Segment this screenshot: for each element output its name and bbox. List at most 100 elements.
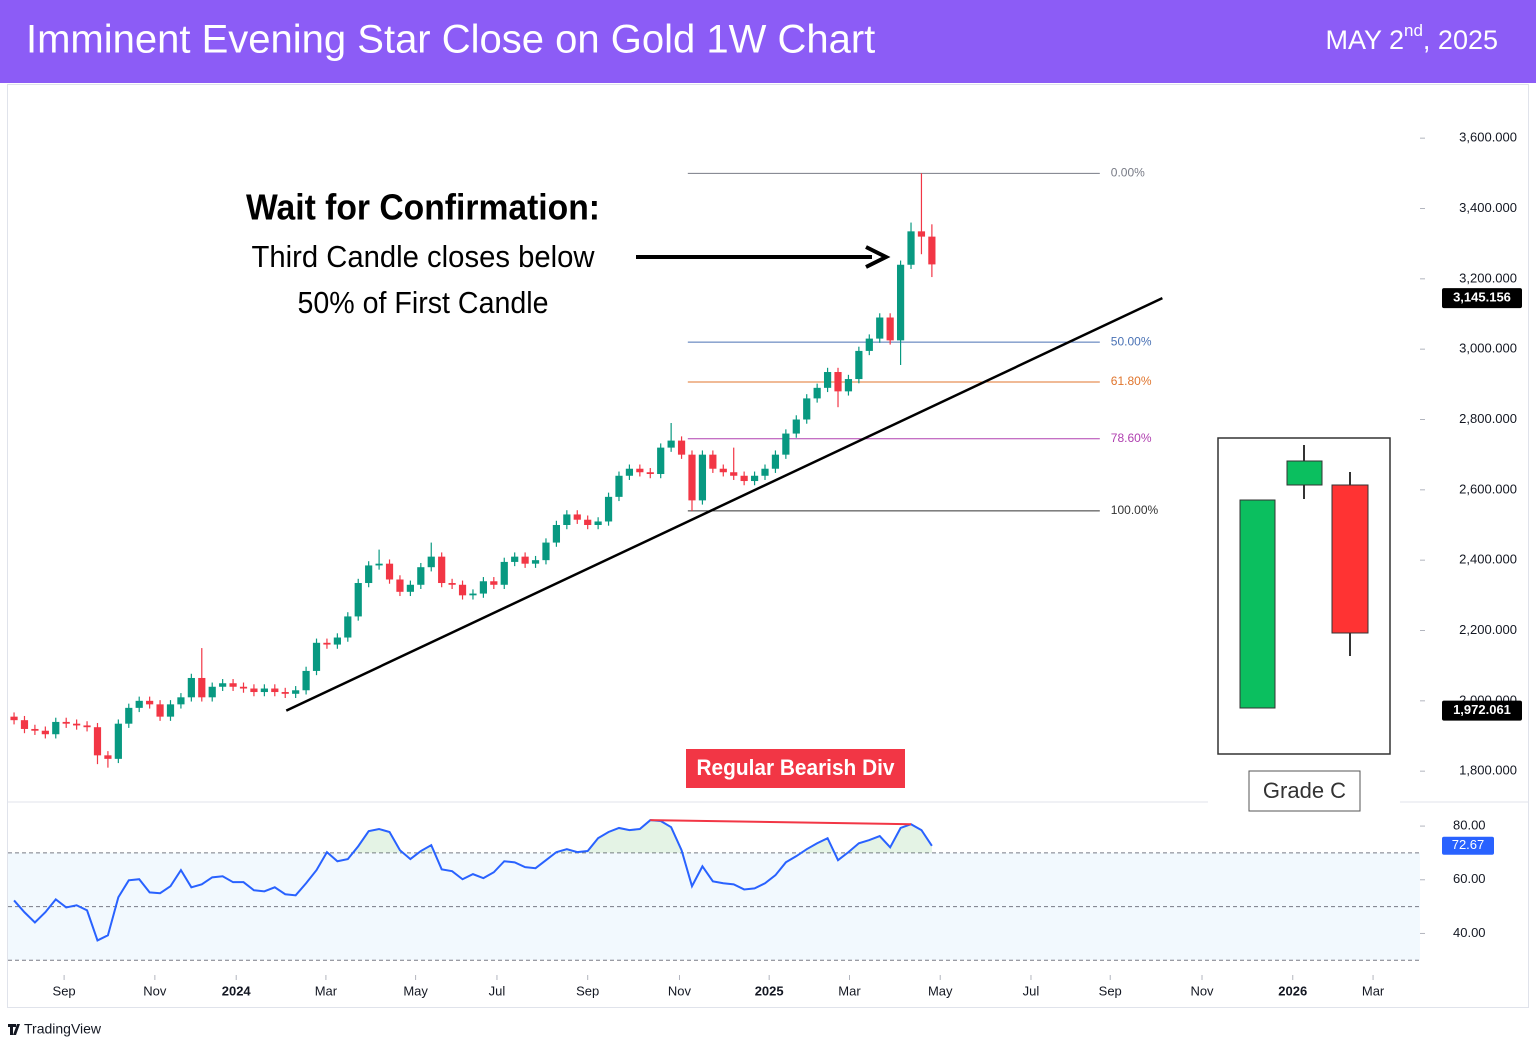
candle-body	[229, 683, 237, 687]
x-tick-label: Sep	[576, 983, 599, 998]
candle-body	[458, 584, 467, 596]
price-panel: 1,800.0002,000.0002,200.0002,400.0002,60…	[8, 130, 1517, 998]
candle-body	[219, 683, 227, 687]
candle-body	[208, 686, 216, 698]
candle-body	[166, 704, 175, 717]
candle-body	[511, 556, 519, 562]
x-tick-label: Nov	[143, 983, 167, 998]
candle-body	[865, 338, 873, 351]
date-suffix: nd	[1404, 21, 1423, 40]
fib-label: 100.00%	[1111, 503, 1159, 517]
y-tick-label: 3,000.000	[1459, 341, 1517, 356]
candle-body	[667, 440, 675, 448]
candle-body	[542, 542, 550, 561]
candle-body	[333, 637, 341, 645]
x-tick-label: Jul	[1023, 983, 1040, 998]
candle-body	[531, 560, 540, 564]
candle-body	[698, 454, 707, 501]
candle-body	[438, 556, 446, 584]
x-tick-label: Mar	[838, 983, 861, 998]
candle-body	[385, 563, 394, 580]
y-tick-label: 2,200.000	[1459, 622, 1517, 637]
grade-label: Grade C	[1263, 778, 1346, 803]
rsi-tag	[1442, 836, 1494, 855]
candle-body	[615, 475, 623, 497]
y-tick-label: 2,400.000	[1459, 552, 1517, 567]
x-tick-label: 2024	[222, 983, 252, 998]
brand-name: TradingView	[24, 1021, 102, 1037]
x-tick-label: 2026	[1278, 983, 1307, 998]
x-tick-label: May	[928, 983, 953, 998]
candle-body	[239, 686, 248, 689]
candle-body	[20, 720, 29, 729]
candle-body	[917, 231, 926, 237]
candle-body	[187, 677, 195, 698]
candle-body	[625, 468, 634, 476]
price-tag-label: 3,145.156	[1453, 290, 1511, 305]
candle-body	[813, 387, 821, 399]
y-tick-label: 1,800.000	[1459, 763, 1517, 778]
arrow-head	[865, 245, 891, 269]
x-tick-label: Nov	[668, 983, 692, 998]
rsi-line	[13, 819, 933, 942]
candle-body	[104, 755, 112, 759]
price-tag	[1442, 288, 1522, 309]
candle-body	[417, 567, 425, 585]
fib-label: 61.80%	[1111, 374, 1152, 388]
divergence-label-box	[686, 749, 905, 788]
candle-body	[448, 583, 456, 585]
candle-body	[469, 593, 477, 596]
divergence-line	[650, 819, 912, 826]
candle-body	[657, 447, 665, 475]
candle-body	[761, 468, 769, 476]
candle-body	[73, 723, 81, 726]
candle-body	[771, 454, 780, 469]
y-tick-label: 2,800.000	[1459, 411, 1517, 426]
trendline	[285, 296, 1163, 712]
candle-body	[375, 563, 383, 566]
candle-body	[563, 514, 571, 525]
fib-label: 78.60%	[1111, 431, 1152, 445]
candle-body	[646, 472, 654, 475]
y-tick-label: 60.00	[1453, 871, 1486, 886]
candle-body	[406, 584, 414, 592]
candle-body	[584, 519, 592, 525]
candle-body	[250, 688, 258, 693]
x-tick-label: Jul	[489, 983, 506, 998]
header-date: MAY 2nd, 2025	[1325, 21, 1498, 55]
x-tick-label: Mar	[315, 983, 338, 998]
candle-body	[677, 440, 686, 455]
candle-body	[260, 688, 268, 693]
candle-body	[688, 454, 696, 501]
candle-body	[177, 697, 185, 705]
candle-body	[198, 677, 206, 698]
candle-body	[312, 642, 321, 671]
date-day: MAY 2	[1325, 25, 1404, 55]
inset-candle	[1286, 460, 1323, 486]
candle-body	[823, 372, 832, 388]
header-title: Imminent Evening Star Close on Gold 1W C…	[26, 18, 875, 62]
candle-body	[834, 372, 842, 392]
candle-body	[719, 468, 727, 473]
candle-body	[396, 579, 404, 592]
candle-body	[803, 398, 811, 420]
grade-box	[1248, 770, 1361, 812]
candle-body	[10, 716, 18, 721]
y-tick-label: 40.00	[1453, 925, 1486, 940]
annotation-line: 50% of First Candle	[298, 285, 549, 320]
x-tick-label: Sep	[1099, 983, 1122, 998]
candle-body	[636, 468, 644, 473]
candle-body	[855, 350, 863, 380]
x-tick-label: 2025	[755, 983, 784, 998]
price-tag-label: 1,972.061	[1453, 702, 1511, 717]
candle-body	[146, 700, 154, 705]
x-tick-label: May	[403, 983, 428, 998]
candle-body	[750, 475, 759, 482]
candle-body	[427, 556, 435, 568]
inset-candle	[1331, 484, 1369, 634]
candle-body	[896, 264, 905, 341]
candle-body	[156, 704, 164, 717]
candle-body	[500, 561, 508, 585]
